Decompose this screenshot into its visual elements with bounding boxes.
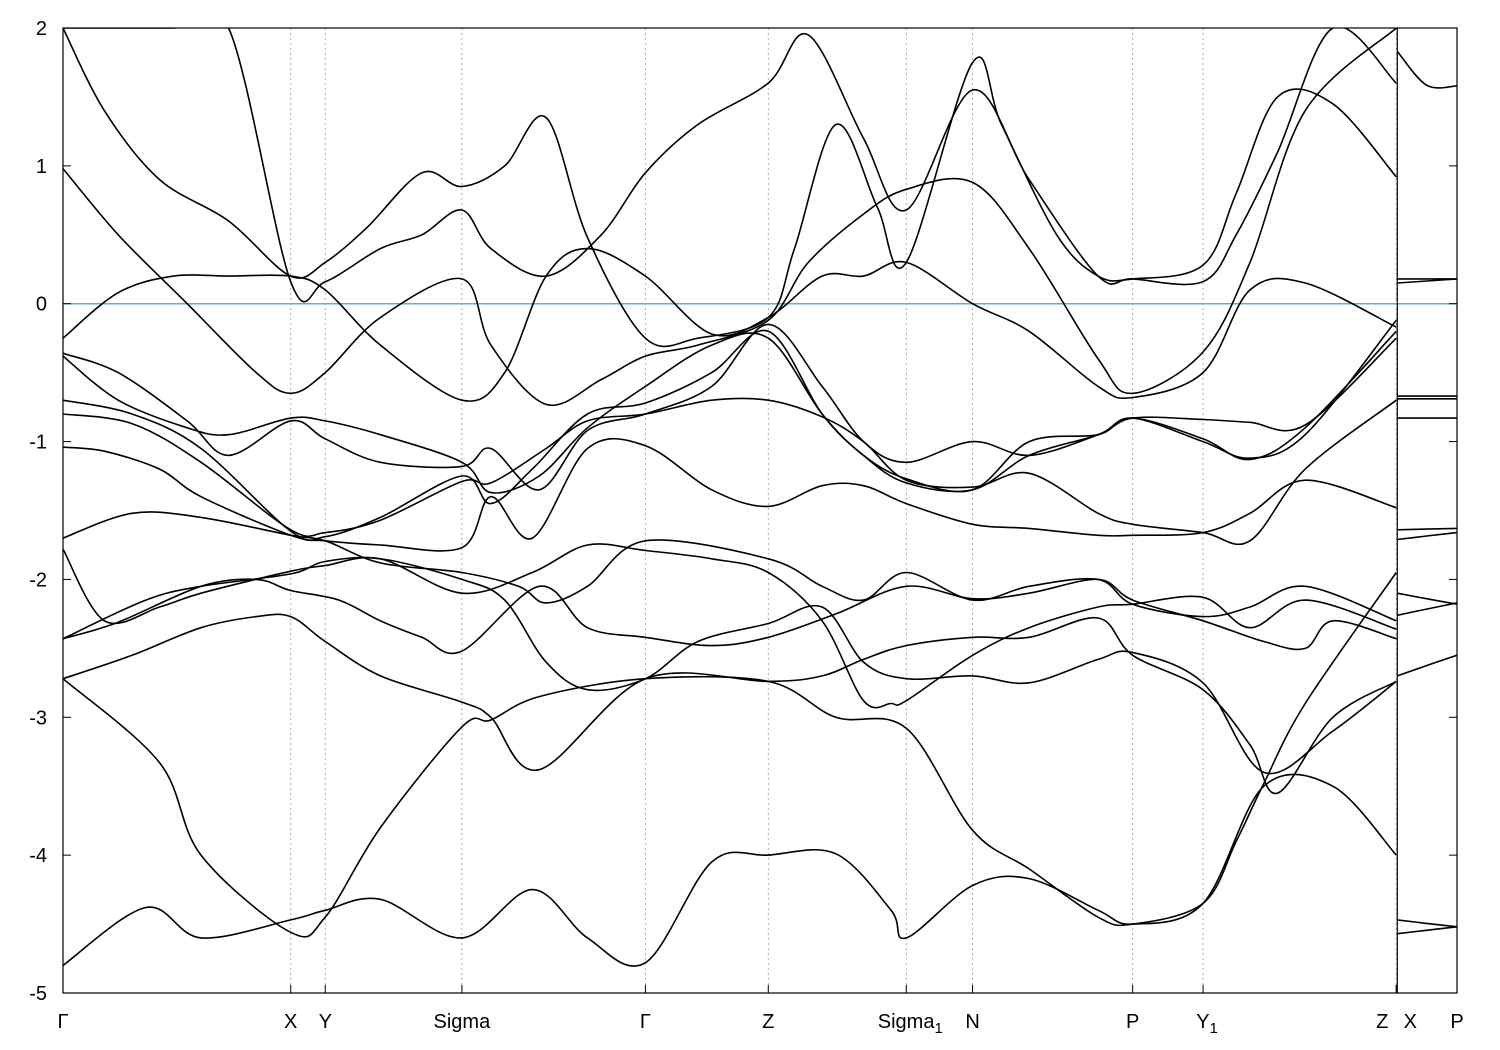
x-tick-label: X bbox=[284, 1011, 297, 1033]
band-line-2 bbox=[63, 572, 1397, 938]
band-line-zxp-9 bbox=[1397, 592, 1457, 605]
band-line-zxp-12 bbox=[1397, 919, 1457, 928]
band-line-14 bbox=[63, 28, 1397, 407]
x-tick-label: Sigma bbox=[434, 1011, 492, 1033]
y-tick-label: -4 bbox=[29, 845, 47, 867]
band-series-group bbox=[63, 28, 1457, 967]
y-tick-label: -5 bbox=[29, 983, 47, 1005]
band-line-zxp-7 bbox=[1397, 527, 1457, 531]
band-line-8 bbox=[63, 437, 1397, 552]
x-tick-label: Y1 bbox=[1196, 1011, 1218, 1037]
band-line-1 bbox=[63, 773, 1397, 967]
band-line-3 bbox=[63, 613, 1397, 795]
x-tick-label: Γ bbox=[640, 1011, 651, 1033]
x-tick-label: P bbox=[1450, 1011, 1463, 1033]
band-line-4 bbox=[63, 578, 1397, 655]
band-line-zxp-13 bbox=[1397, 926, 1457, 935]
y-tick-label: -1 bbox=[29, 432, 47, 454]
plot-frame bbox=[62, 27, 1458, 994]
band-line-11 bbox=[63, 330, 1397, 494]
x-axis-ticks: Γ X Y Sigma Γ Z Sigma1 N P Y1 Z X P bbox=[57, 985, 1464, 1037]
band-line-16 bbox=[63, 28, 1397, 303]
x-tick-label: Y bbox=[319, 1011, 332, 1033]
band-line-10 bbox=[63, 329, 1397, 542]
band-line-12 bbox=[63, 319, 1397, 491]
band-line-zxp-8 bbox=[1397, 531, 1457, 541]
x-tick-label-subscript: 1 bbox=[934, 1020, 942, 1037]
band-line-9 bbox=[63, 397, 1397, 546]
band-line-5 bbox=[63, 556, 1397, 775]
band-line-7 bbox=[63, 511, 1397, 622]
x-tick-label-subscript: 1 bbox=[1210, 1020, 1218, 1037]
band-line-15 bbox=[63, 28, 1397, 348]
band-line-zxp-10 bbox=[1397, 602, 1457, 617]
y-tick-label: -2 bbox=[29, 569, 47, 591]
x-tick-label: P bbox=[1126, 1011, 1139, 1033]
y-axis-ticks: 2 1 0 -1 -2 -3 -4 -5 bbox=[29, 18, 1457, 1005]
x-tick-label: Z bbox=[1376, 1011, 1388, 1033]
band-line-zxp-11 bbox=[1397, 654, 1457, 677]
y-tick-label: -3 bbox=[29, 707, 47, 729]
y-tick-label: 2 bbox=[36, 18, 47, 40]
grid-lines bbox=[290, 28, 1397, 993]
y-tick-label: 1 bbox=[36, 156, 47, 178]
band-line-zxp-3 bbox=[1397, 278, 1457, 284]
x-tick-label: Γ bbox=[57, 1011, 68, 1033]
band-line-zxp-1 bbox=[1396, 50, 1457, 89]
band-line-6 bbox=[63, 543, 1397, 709]
x-tick-label: N bbox=[965, 1011, 979, 1033]
x-tick-label: X bbox=[1404, 1011, 1417, 1033]
x-tick-label: Sigma1 bbox=[878, 1011, 943, 1037]
y-tick-label: 0 bbox=[36, 294, 47, 316]
x-tick-label: Z bbox=[762, 1011, 774, 1033]
